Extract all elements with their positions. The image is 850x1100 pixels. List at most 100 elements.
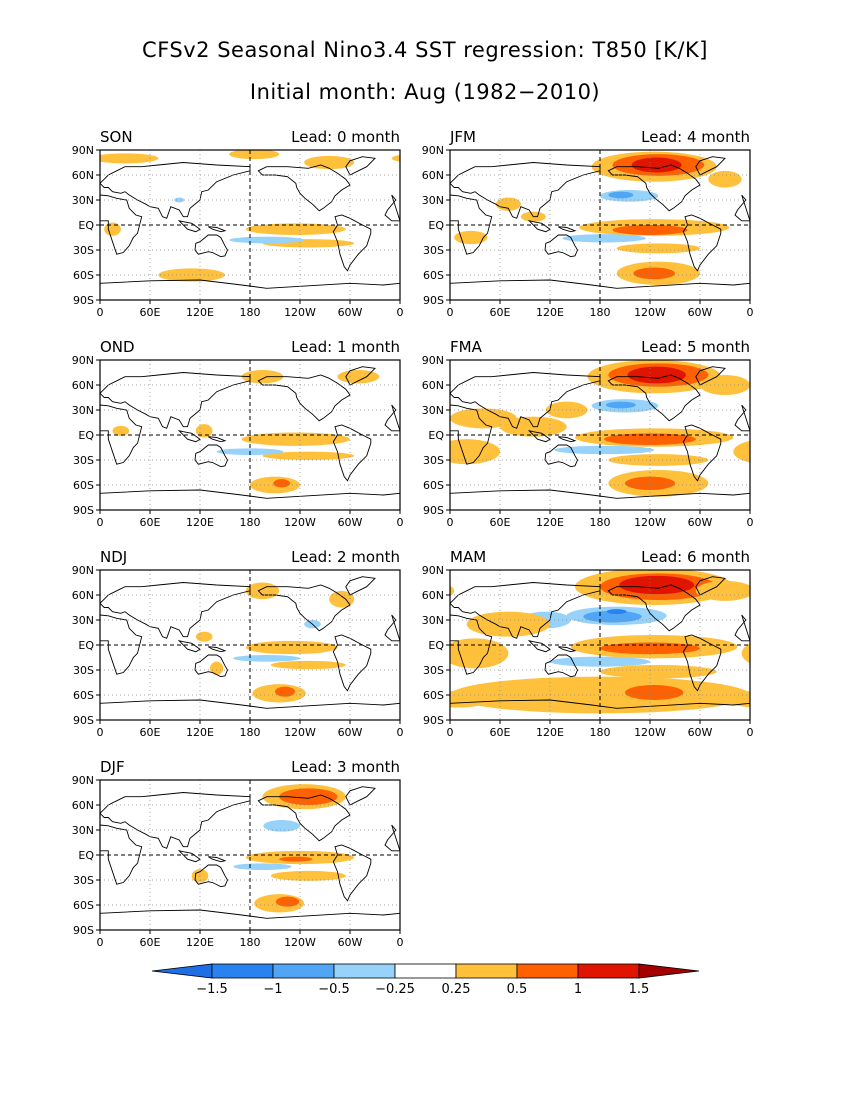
anomaly-region [0, 237, 4, 244]
anomaly-region [229, 150, 280, 160]
lead-label: Lead: 6 month [641, 548, 750, 566]
lat-tick-label: 90S [73, 504, 94, 517]
coastline [544, 234, 579, 258]
anomaly-region [600, 665, 717, 679]
coastlines [100, 786, 400, 930]
lon-tick-label: 60E [140, 516, 161, 529]
lat-tick-label: 90N [72, 144, 94, 157]
colorbar-segment [394, 963, 457, 979]
anomaly-region [631, 157, 682, 173]
season-label: JFM [449, 128, 476, 146]
anomaly-region [0, 452, 54, 460]
anomaly-region [195, 424, 213, 438]
lat-tick-label: 30N [72, 404, 94, 417]
colorbar-label: 1 [574, 982, 582, 997]
coastline [332, 424, 372, 482]
anomaly-region [571, 871, 646, 881]
season-label: OND [100, 338, 135, 356]
coastline [257, 794, 351, 842]
anomaly-fill [0, 784, 646, 913]
anomaly-region [195, 631, 213, 642]
colorbar-label: −0.5 [318, 982, 350, 997]
anomaly-region [404, 223, 421, 236]
coastline [527, 220, 551, 233]
lon-tick-label: 60W [338, 306, 363, 319]
anomaly-fill [450, 360, 817, 497]
lon-tick-label: 60W [338, 726, 363, 739]
coastline [257, 584, 351, 632]
coastline [100, 582, 251, 639]
lat-tick-label: 30S [423, 244, 444, 257]
coastline [208, 646, 227, 653]
anomaly-region [750, 408, 817, 428]
anomaly-region [191, 869, 209, 883]
anomaly-region [627, 366, 686, 384]
anomaly-region [245, 582, 280, 600]
colorbar-label: 1.5 [629, 982, 650, 997]
anomaly-region [608, 191, 634, 199]
lat-tick-label: 60S [423, 689, 444, 702]
lat-tick-label: 90S [423, 294, 444, 307]
colorbar-label: 0.25 [442, 982, 471, 997]
lon-tick-label: 60W [338, 936, 363, 949]
coastline [450, 194, 493, 255]
anomaly-region [279, 856, 313, 862]
anomaly-region [821, 212, 846, 222]
coastline [450, 582, 601, 639]
anomaly-region [0, 894, 4, 912]
lon-tick-label: 0 [747, 726, 754, 739]
colorbar-label: 0.5 [507, 982, 528, 997]
lat-tick-label: 90N [72, 774, 94, 787]
lat-tick-label: 30N [72, 194, 94, 207]
anomaly-region [229, 236, 305, 244]
coastline [345, 786, 376, 806]
anomaly-region [0, 871, 46, 881]
lat-tick-label: 30N [422, 614, 444, 627]
anomaly-region [616, 243, 700, 254]
anomaly-region [708, 170, 742, 188]
lon-tick-label: 0 [97, 726, 104, 739]
lat-tick-label: 30N [422, 404, 444, 417]
lat-tick-label: 60S [73, 689, 94, 702]
lon-tick-label: 60W [688, 306, 713, 319]
anomaly-region [583, 610, 642, 623]
coastline [194, 864, 229, 888]
anomaly-region [337, 370, 380, 384]
lon-tick-label: 0 [447, 306, 454, 319]
coastline [544, 444, 579, 468]
anomaly-region [562, 234, 646, 243]
anomaly-region [210, 661, 224, 675]
coastline [345, 366, 376, 386]
lon-tick-label: 120W [634, 726, 666, 739]
season-label: SON [100, 128, 133, 146]
lon-tick-label: 0 [447, 516, 454, 529]
lat-tick-label: 60N [422, 589, 444, 602]
lat-tick-label: 30S [73, 664, 94, 677]
anomaly-region [533, 863, 591, 870]
coastline [194, 234, 229, 258]
lon-tick-label: 0 [97, 936, 104, 949]
coastline [100, 489, 400, 510]
coastline [450, 162, 601, 219]
lat-tick-label: 60N [422, 379, 444, 392]
lat-tick-label: 90S [73, 294, 94, 307]
lat-tick-label: 60N [72, 169, 94, 182]
anomaly-region [700, 375, 750, 395]
colorbar-segment [333, 963, 396, 979]
anomaly-region [112, 425, 130, 436]
lat-tick-label: 90S [423, 504, 444, 517]
figure-title: CFSv2 Seasonal Nino3.4 SST regression: T… [142, 38, 708, 62]
anomaly-region [605, 401, 636, 409]
lead-label: Lead: 4 month [641, 128, 750, 146]
anomaly-region [245, 223, 346, 236]
lon-tick-label: 120E [186, 936, 214, 949]
coastline [607, 584, 701, 632]
anomaly-region [754, 231, 787, 244]
coastline [450, 614, 493, 675]
lon-tick-label: 120E [186, 306, 214, 319]
coastline [682, 634, 722, 692]
anomaly-region [262, 451, 355, 461]
